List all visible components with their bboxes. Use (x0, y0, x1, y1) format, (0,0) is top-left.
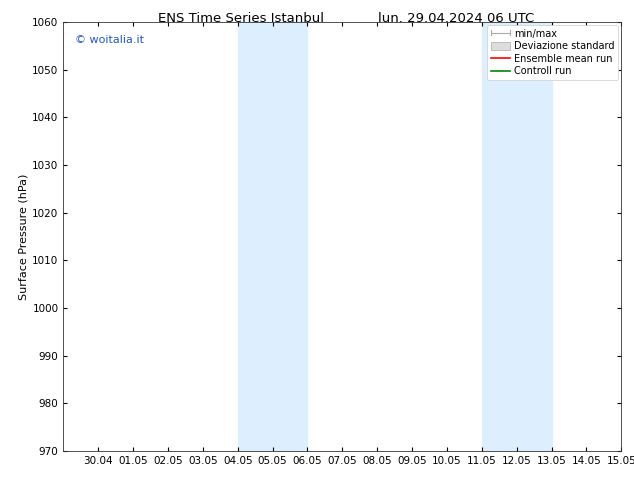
Y-axis label: Surface Pressure (hPa): Surface Pressure (hPa) (18, 173, 28, 299)
Text: © woitalia.it: © woitalia.it (75, 35, 143, 45)
Text: ENS Time Series Istanbul: ENS Time Series Istanbul (158, 12, 324, 25)
Text: lun. 29.04.2024 06 UTC: lun. 29.04.2024 06 UTC (378, 12, 534, 25)
Bar (482, 22, 552, 451)
Legend: min/max, Deviazione standard, Ensemble mean run, Controll run: min/max, Deviazione standard, Ensemble m… (487, 25, 618, 80)
Bar (238, 22, 307, 451)
